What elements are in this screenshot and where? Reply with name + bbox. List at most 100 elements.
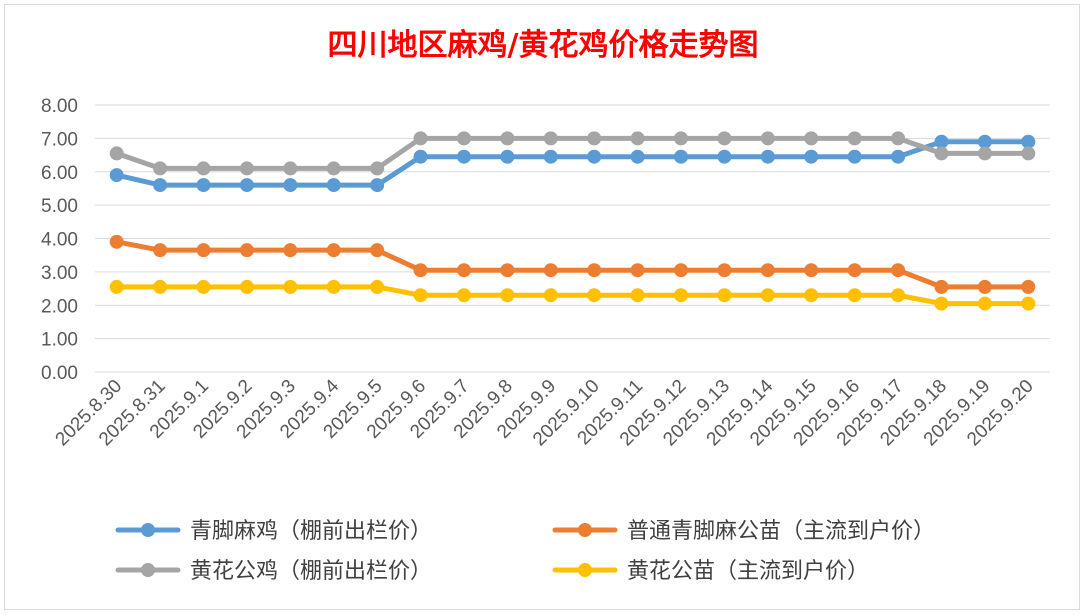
data-point	[630, 131, 645, 146]
data-point	[283, 161, 298, 176]
legend-swatch-marker	[141, 563, 155, 577]
data-point	[1021, 146, 1036, 161]
series-1	[109, 134, 1036, 193]
data-point	[109, 279, 124, 294]
data-point	[934, 146, 949, 161]
data-point	[239, 243, 254, 258]
y-tick-label: 8.00	[41, 96, 78, 117]
data-point	[674, 149, 689, 164]
data-point	[370, 161, 385, 176]
data-point	[196, 279, 211, 294]
data-point	[977, 134, 992, 149]
legend-label: 青脚麻鸡（棚前出栏价）	[190, 519, 432, 544]
data-point	[543, 131, 558, 146]
data-point	[977, 279, 992, 294]
legend-swatch-marker	[141, 523, 155, 537]
x-axis-ticks: 2025.8.302025.8.312025.9.12025.9.22025.9…	[52, 375, 1038, 450]
data-point	[153, 279, 168, 294]
data-point	[413, 263, 428, 278]
data-point	[370, 279, 385, 294]
data-point	[717, 263, 732, 278]
series-3	[109, 131, 1036, 176]
data-point	[934, 296, 949, 311]
legend: 青脚麻鸡（棚前出栏价） 普通青脚麻公苗（主流到户价） 黄花公鸡（棚前出栏价） 黄花公苗…	[115, 519, 935, 584]
data-point	[500, 131, 515, 146]
data-point	[891, 263, 906, 278]
legend-label: 黄花公鸡（棚前出栏价）	[190, 559, 432, 584]
series-lines	[109, 131, 1036, 311]
y-tick-label: 2.00	[41, 296, 78, 317]
y-tick-label: 3.00	[41, 263, 78, 284]
data-point	[283, 178, 298, 193]
legend-item: 普通青脚麻公苗（主流到户价）	[552, 519, 935, 544]
data-point	[717, 131, 732, 146]
data-point	[977, 296, 992, 311]
legend-item: 青脚麻鸡（棚前出栏价）	[115, 519, 432, 544]
data-point	[587, 131, 602, 146]
data-point	[456, 131, 471, 146]
data-point	[934, 279, 949, 294]
data-point	[326, 178, 341, 193]
data-point	[326, 161, 341, 176]
data-point	[413, 131, 428, 146]
data-point	[587, 149, 602, 164]
data-point	[804, 288, 819, 303]
data-point	[891, 149, 906, 164]
series-2	[109, 234, 1036, 294]
data-point	[847, 288, 862, 303]
data-point	[326, 243, 341, 258]
data-point	[456, 288, 471, 303]
legend-swatch-marker	[578, 563, 592, 577]
data-point	[891, 288, 906, 303]
data-point	[674, 131, 689, 146]
data-point	[196, 178, 211, 193]
data-point	[717, 288, 732, 303]
y-axis-ticks: 0.00 1.00 2.00 3.00 4.00 5.00 6.00 7.00 8.00	[41, 96, 78, 384]
data-point	[674, 263, 689, 278]
data-point	[370, 178, 385, 193]
data-point	[1021, 279, 1036, 294]
data-point	[587, 288, 602, 303]
data-point	[283, 243, 298, 258]
data-point	[630, 263, 645, 278]
data-point	[760, 288, 775, 303]
data-point	[500, 149, 515, 164]
series-line	[114, 284, 1031, 307]
data-point	[804, 131, 819, 146]
data-point	[196, 243, 211, 258]
data-point	[500, 288, 515, 303]
data-point	[674, 288, 689, 303]
series-line	[114, 239, 1031, 290]
y-tick-label: 0.00	[41, 363, 78, 384]
data-point	[760, 131, 775, 146]
data-point	[456, 149, 471, 164]
chart-title: 四川地区麻鸡/黄花鸡价格走势图	[328, 28, 759, 63]
data-point	[760, 263, 775, 278]
data-point	[760, 149, 775, 164]
data-point	[370, 243, 385, 258]
y-tick-label: 1.00	[41, 330, 78, 351]
data-point	[196, 161, 211, 176]
data-point	[1021, 134, 1036, 149]
data-point	[153, 243, 168, 258]
data-point	[934, 134, 949, 149]
data-point	[283, 279, 298, 294]
data-point	[543, 149, 558, 164]
data-point	[153, 178, 168, 193]
legend-item: 黄花公鸡（棚前出栏价）	[115, 559, 432, 584]
data-point	[630, 149, 645, 164]
data-point	[109, 146, 124, 161]
data-point	[977, 146, 992, 161]
series-4	[109, 279, 1036, 311]
data-point	[153, 161, 168, 176]
data-point	[1021, 296, 1036, 311]
data-point	[847, 149, 862, 164]
y-tick-label: 6.00	[41, 163, 78, 184]
series-line	[114, 139, 1031, 188]
data-point	[630, 288, 645, 303]
data-point	[804, 149, 819, 164]
data-point	[413, 288, 428, 303]
gridlines	[95, 104, 1050, 373]
y-tick-label: 4.00	[41, 230, 78, 251]
